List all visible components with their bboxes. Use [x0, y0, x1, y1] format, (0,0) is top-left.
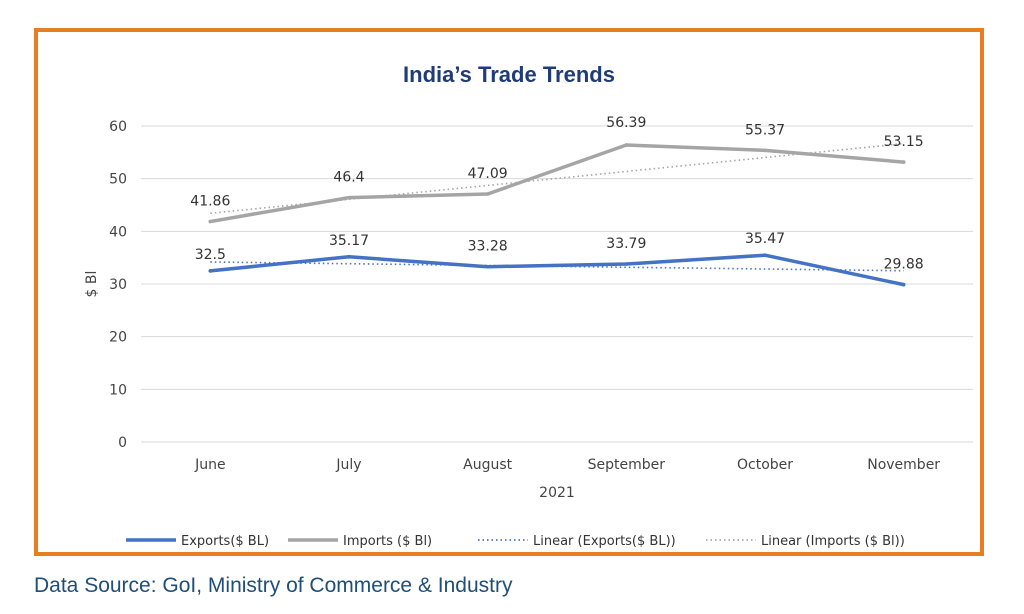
- data-point: [763, 253, 767, 257]
- data-point: [624, 143, 629, 147]
- legend-label-trend-exports: Linear (Exports($ BL)): [533, 534, 676, 549]
- data-point: [485, 192, 490, 196]
- data-point: [763, 148, 767, 153]
- data-label: 53.15: [884, 134, 924, 150]
- data-point: [347, 254, 351, 259]
- x-tick-label: August: [463, 457, 513, 473]
- data-point: [208, 219, 213, 224]
- legend-label-trend-imports: Linear (Imports ($ Bl)): [761, 534, 905, 549]
- y-tick-label: 0: [118, 435, 127, 451]
- data-label: 33.28: [468, 239, 508, 255]
- data-label: 32.5: [195, 247, 226, 263]
- data-label: 46.4: [333, 170, 364, 186]
- x-tick-label: November: [867, 457, 940, 473]
- data-point: [208, 269, 213, 273]
- trendline-1: [210, 142, 904, 215]
- data-label: 33.79: [606, 236, 646, 252]
- y-tick-label: 20: [109, 330, 127, 346]
- series-line-0: [208, 253, 906, 287]
- data-label: 29.88: [884, 257, 924, 273]
- data-label: 35.47: [745, 231, 785, 247]
- x-tick-label: June: [194, 457, 226, 473]
- data-point: [901, 160, 906, 164]
- x-tick-label: September: [588, 457, 666, 473]
- chart-title: India’s Trade Trends: [403, 62, 615, 87]
- x-tick-label: July: [335, 457, 361, 473]
- chart-frame: India’s Trade Trends 0 10 20 30 40 50 60 $ Bl Jun…: [34, 28, 984, 556]
- data-label: 55.37: [745, 122, 785, 138]
- chart-svg: India’s Trade Trends 0 10 20 30 40 50 60 $ Bl Jun…: [84, 62, 973, 549]
- y-tick-label: 50: [109, 172, 127, 188]
- legend-label-imports: Imports ($ Bl): [343, 534, 432, 549]
- y-tick-label: 10: [109, 382, 127, 398]
- y-tick-label: 40: [109, 224, 127, 240]
- y-axis-label: $ Bl: [84, 271, 100, 298]
- data-label: 47.09: [468, 166, 508, 182]
- data-point: [485, 264, 490, 269]
- series-line-1: [208, 143, 906, 224]
- x-axis-label: 2021: [539, 485, 575, 501]
- data-point: [624, 262, 629, 266]
- data-label: 41.86: [190, 194, 230, 210]
- data-point: [347, 195, 351, 200]
- y-tick-label: 60: [109, 119, 127, 135]
- data-label: 35.17: [329, 233, 369, 249]
- data-source-note: Data Source: GoI, Ministry of Commerce &…: [34, 574, 513, 597]
- data-label: 56.39: [606, 115, 646, 131]
- data-point: [901, 282, 906, 287]
- y-tick-label: 30: [109, 277, 127, 293]
- legend-label-exports: Exports($ BL): [181, 534, 269, 549]
- x-tick-label: October: [737, 457, 793, 473]
